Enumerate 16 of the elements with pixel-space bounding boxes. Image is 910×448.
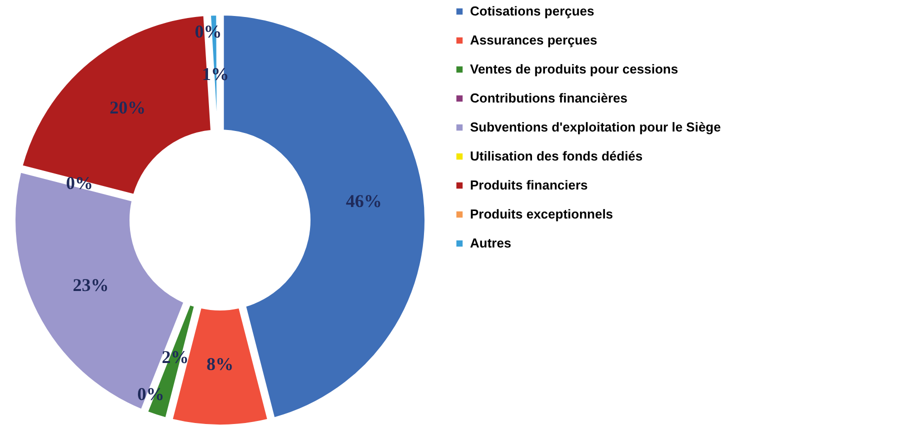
legend-label: Utilisation des fonds dédiés bbox=[470, 148, 643, 164]
data-label: 46% bbox=[346, 190, 382, 211]
data-label: 20% bbox=[110, 97, 146, 118]
legend-label: Cotisations perçues bbox=[470, 4, 594, 18]
legend-label: Produits financiers bbox=[470, 178, 588, 192]
data-label: 8% bbox=[206, 354, 234, 374]
text: 0% bbox=[194, 21, 222, 42]
legend-label: Autres bbox=[470, 236, 512, 250]
legend-label: Produits exceptionnels bbox=[470, 206, 614, 222]
data-label: 23% bbox=[72, 274, 109, 295]
legend-label: Contributions financières bbox=[470, 90, 628, 106]
text: 0% bbox=[66, 172, 94, 193]
legend-label: Ventes de produits pour cessions bbox=[470, 62, 678, 76]
legend-label: Assurances perçues bbox=[470, 32, 598, 48]
text: 0% bbox=[137, 384, 164, 404]
legend-label: Subventions d'exploitation pour le Siège bbox=[470, 120, 721, 134]
